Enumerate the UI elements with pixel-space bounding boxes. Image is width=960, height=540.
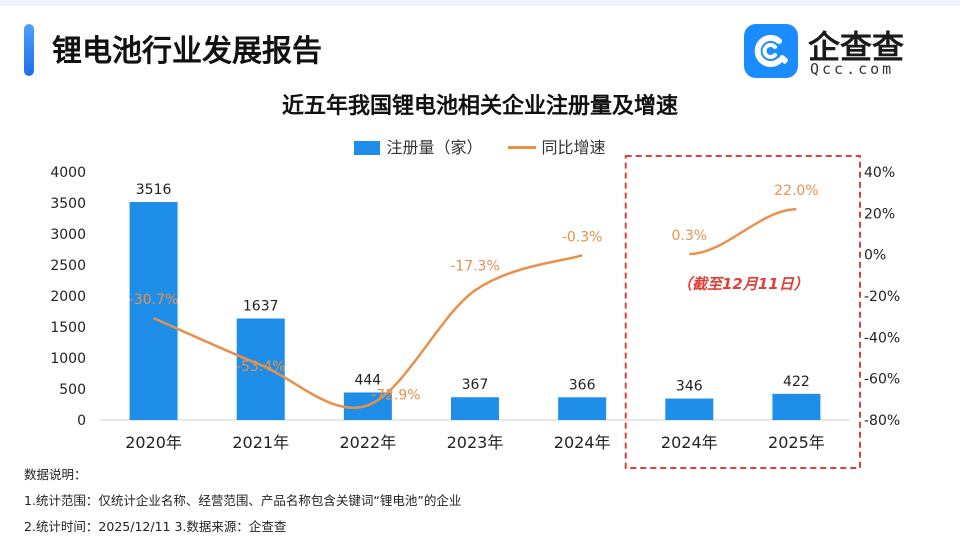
bar xyxy=(558,397,607,420)
y-right-tick-label: 40% xyxy=(864,165,895,181)
bar xyxy=(772,393,821,420)
x-tick-label: 2025年 xyxy=(768,433,825,452)
y-right-tick-label: -40% xyxy=(864,330,900,346)
bar xyxy=(451,397,499,420)
y-right-tick-label: 0% xyxy=(864,248,886,264)
y-left-tick-label: 2500 xyxy=(50,258,86,274)
growth-value-label: -30.7% xyxy=(129,292,179,308)
title-accent-bar xyxy=(24,24,34,76)
logo-url: Qcc.com xyxy=(810,60,895,78)
bar-value-label: 367 xyxy=(462,377,489,393)
header-stripe xyxy=(0,0,960,6)
bar-value-label: 3516 xyxy=(136,182,172,198)
legend-bar-swatch xyxy=(354,141,381,155)
y-left-tick-label: 3500 xyxy=(50,196,86,212)
legend-bar-label: 注册量（家） xyxy=(386,138,483,157)
y-left-tick-label: 2000 xyxy=(50,289,86,305)
notes-heading: 数据说明： xyxy=(24,467,87,482)
bar-value-label: 346 xyxy=(676,379,703,395)
x-tick-label: 2022年 xyxy=(339,433,396,452)
notes-line-1: 1.统计范围：仅统计企业名称、经营范围、产品名称包含关键词“锂电池”的企业 xyxy=(24,493,462,508)
bar-value-label: 1637 xyxy=(243,299,279,315)
chart-legend: 注册量（家） 同比增速 xyxy=(0,134,960,158)
qcc-logo: 企查查 Qcc.com xyxy=(744,24,944,78)
x-tick-label: 2023年 xyxy=(447,433,504,452)
growth-value-label: -53.4% xyxy=(236,359,286,375)
data-notes: 数据说明： 1.统计范围：仅统计企业名称、经营范围、产品名称包含关键词“锂电池”… xyxy=(24,462,461,540)
y-left-tick-label: 4000 xyxy=(50,165,86,181)
chart-plot: （截至12月11日） 0 500 1000 1500 2000 2500 3000 3500 40… xyxy=(50,155,900,469)
y-left-tick-label: 1000 xyxy=(50,351,86,367)
y-left-tick-label: 1500 xyxy=(50,320,86,336)
growth-value-label: -0.3% xyxy=(562,229,603,245)
bar xyxy=(129,202,178,420)
y-left-tick-label: 500 xyxy=(59,382,86,398)
growth-value-label: -17.3% xyxy=(450,258,500,274)
bar xyxy=(665,398,714,420)
x-tick-label: 2021年 xyxy=(232,433,289,452)
bar xyxy=(236,318,285,420)
growth-value-label: -72.9% xyxy=(371,387,421,403)
qcc-logo-icon xyxy=(744,24,798,78)
y-left-tick-label: 0 xyxy=(77,413,86,429)
x-tick-label: 2024年 xyxy=(554,433,611,452)
bar-value-label: 422 xyxy=(783,374,810,390)
legend-line-label: 同比增速 xyxy=(541,138,606,157)
y-left-tick-label: 3000 xyxy=(50,227,86,243)
legend-line-swatch xyxy=(507,146,536,149)
y-right-tick-label: -60% xyxy=(864,372,900,388)
legend-item-line: 同比增速 xyxy=(507,134,606,158)
logo-name: 企查查 xyxy=(808,28,905,66)
chart-title: 近五年我国锂电池相关企业注册量及增速 xyxy=(281,94,678,119)
growth-value-label: 22.0% xyxy=(774,183,818,199)
bar-value-label: 444 xyxy=(354,372,381,388)
y-right-tick-label: -80% xyxy=(864,413,900,429)
bar-value-label: 366 xyxy=(569,377,596,393)
y-right-tick-label: -20% xyxy=(864,289,900,305)
highlight-box xyxy=(624,155,862,469)
x-tick-label: 2020年 xyxy=(125,433,182,452)
growth-line-segment xyxy=(153,254,583,409)
highlight-note: （截至12月11日） xyxy=(677,275,809,293)
notes-line-2: 2.统计时间：2025/12/11 3.数据来源：企查查 xyxy=(24,519,287,534)
legend-item-bar: 注册量（家） xyxy=(354,134,482,158)
growth-value-label: 0.3% xyxy=(671,228,707,244)
y-right-tick-label: 20% xyxy=(864,206,895,222)
growth-line-segment xyxy=(689,207,797,256)
x-tick-label: 2024年 xyxy=(661,433,718,452)
page-title: 锂电池行业发展报告 xyxy=(52,34,322,69)
